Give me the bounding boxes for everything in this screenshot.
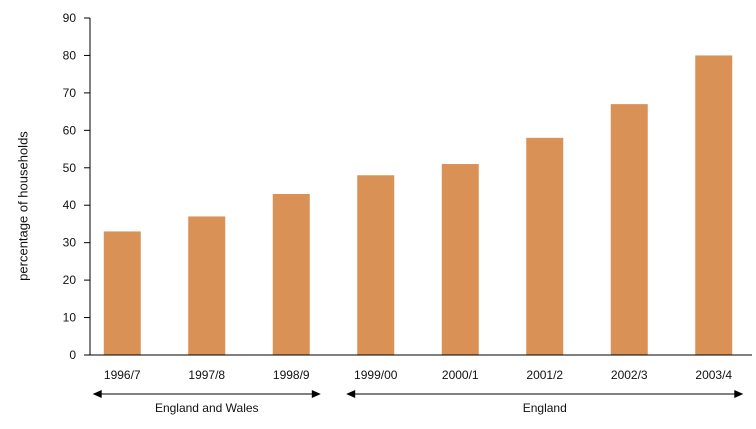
y-tick-label: 50 [63,161,77,175]
x-tick-label: 2002/3 [611,368,648,382]
y-tick-label: 90 [63,11,77,25]
bar [526,137,564,355]
arrow-right-head [734,390,744,398]
region-label: England and Wales [155,401,259,415]
y-tick-label: 0 [69,348,76,362]
bar [610,104,648,355]
bars [103,55,733,355]
region-annotations: England and Wales England [92,390,744,415]
arrow-left-head [92,390,102,398]
x-tick-label: 2003/4 [695,368,732,382]
y-axis: 0 10 20 30 40 50 60 70 80 90 [63,11,91,362]
region-label: England [523,401,567,415]
x-tick-label: 1999/00 [354,368,398,382]
x-axis: 1996/7 1997/8 1998/9 1999/00 2000/1 2001/2 200… [90,354,752,382]
region-arrow: England and Wales [92,390,321,415]
y-axis-label: percentage of households [15,131,30,281]
bar [188,216,226,355]
y-tick-label: 20 [63,273,77,287]
arrow-right-head [311,390,321,398]
x-tick-label: 2001/2 [526,368,563,382]
arrow-left-head [346,390,356,398]
region-arrow: England [346,390,744,415]
bar [695,55,733,355]
bar [103,231,141,355]
y-tick-label: 30 [63,236,77,250]
x-tick-label: 1997/8 [188,368,225,382]
bar [441,164,479,355]
y-tick-label: 70 [63,86,77,100]
y-tick-label: 10 [63,311,77,325]
x-tick-label: 1996/7 [104,368,141,382]
bar [357,175,395,355]
x-tick-label: 2000/1 [442,368,479,382]
y-tick-label: 40 [63,198,77,212]
y-tick-label: 80 [63,48,77,62]
y-tick-label: 60 [63,123,77,137]
bar [272,193,310,355]
x-tick-label: 1998/9 [273,368,310,382]
